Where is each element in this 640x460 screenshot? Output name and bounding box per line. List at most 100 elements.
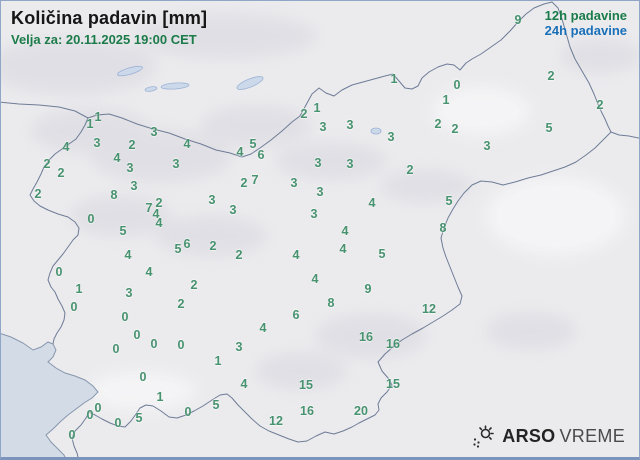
precip-value: 3: [93, 136, 101, 150]
precip-value: 2: [177, 297, 185, 311]
precip-value: 0: [114, 416, 122, 430]
precip-value: 16: [386, 337, 400, 351]
precip-value: 16: [359, 330, 373, 344]
precip-value: 0: [94, 401, 102, 415]
precip-value: 3: [208, 193, 216, 207]
precip-value: 2: [596, 98, 604, 112]
precip-value: 20: [354, 404, 368, 418]
precip-value: 5: [445, 194, 453, 208]
precip-value: 0: [133, 328, 141, 342]
precip-value: 9: [364, 282, 372, 296]
precip-value: 2: [547, 69, 555, 83]
lowland-shading: [86, 86, 626, 411]
precip-value: 4: [341, 224, 349, 238]
precip-value: 3: [130, 179, 138, 193]
precip-value: 3: [172, 157, 180, 171]
precip-value: 5: [135, 411, 143, 425]
precip-value: 1: [156, 390, 164, 404]
precip-value: 4: [311, 272, 319, 286]
precip-value: 12: [422, 302, 436, 316]
precip-value: 4: [292, 248, 300, 262]
brand-vreme: VREME: [559, 425, 625, 446]
precip-value: 4: [236, 145, 244, 159]
precip-value: 3: [150, 125, 158, 139]
precip-value: 2: [240, 176, 248, 190]
precip-value: 0: [177, 338, 185, 352]
precip-value: 5: [378, 247, 386, 261]
precip-value: 9: [514, 13, 522, 27]
precip-value: 0: [87, 212, 95, 226]
precip-value: 6: [257, 148, 265, 162]
precip-value: 4: [155, 216, 163, 230]
precip-value: 3: [346, 157, 354, 171]
precip-value: 8: [439, 221, 447, 235]
precip-value: 7: [145, 201, 153, 215]
precip-value: 0: [453, 78, 461, 92]
precip-value: 8: [110, 188, 118, 202]
precip-value: 2: [34, 187, 42, 201]
precip-value: 3: [126, 161, 134, 175]
precip-value: 0: [112, 342, 120, 356]
precip-value: 4: [124, 248, 132, 262]
precip-value: 2: [128, 138, 136, 152]
precip-value: 0: [150, 337, 158, 351]
precip-value: 1: [86, 117, 94, 131]
legend-24h-link[interactable]: 24h padavine: [544, 23, 627, 38]
terrain-shading: [1, 14, 639, 389]
precip-value: 0: [184, 405, 192, 419]
precip-value: 3: [290, 176, 298, 190]
precip-value: 3: [346, 118, 354, 132]
precip-value: 4: [145, 265, 153, 279]
precip-value: 15: [299, 378, 313, 392]
precip-value: 12: [269, 414, 283, 428]
precip-value: 3: [319, 120, 327, 134]
precip-value: 1: [214, 354, 222, 368]
precip-value: 2: [451, 122, 459, 136]
precip-value: 5: [249, 137, 257, 151]
precip-value: 3: [387, 130, 395, 144]
precip-value: 6: [183, 237, 191, 251]
precip-value: 2: [434, 117, 442, 131]
precip-value: 3: [125, 286, 133, 300]
precip-value: 0: [139, 370, 147, 384]
precip-value: 8: [327, 296, 335, 310]
precip-value: 5: [174, 242, 182, 256]
precip-value: 4: [152, 207, 160, 221]
precip-value: 3: [229, 203, 237, 217]
precip-value: 0: [68, 428, 76, 442]
precip-value: 4: [240, 377, 248, 391]
precip-value: 3: [314, 156, 322, 170]
precip-value: 4: [62, 140, 70, 154]
sun-weather-icon: [473, 425, 495, 448]
precip-value: 1: [313, 101, 321, 115]
legend-12h-link[interactable]: 12h padavine: [544, 8, 627, 23]
precip-value: 0: [70, 300, 78, 314]
precip-value: 1: [75, 282, 83, 296]
precip-value: 2: [235, 248, 243, 262]
precip-value: 4: [259, 321, 267, 335]
precip-value: 2: [406, 163, 414, 177]
precip-value: 4: [113, 151, 121, 165]
precip-value: 1: [442, 93, 450, 107]
precip-value: 3: [483, 139, 491, 153]
precip-value: 0: [55, 265, 63, 279]
duration-legend: 12h padavine 24h padavine: [545, 8, 627, 38]
map-header: Količina padavin [mm] Velja za: 20.11.20…: [11, 8, 207, 47]
precip-value: 3: [310, 207, 318, 221]
precip-value: 3: [235, 340, 243, 354]
precip-value: 6: [292, 308, 300, 322]
precip-value: 2: [57, 166, 65, 180]
precip-value: 15: [386, 377, 400, 391]
precip-value: 0: [121, 310, 129, 324]
page-title: Količina padavin [mm]: [11, 8, 208, 28]
precip-value: 1: [390, 72, 398, 86]
precip-value: 16: [300, 404, 314, 418]
precip-value: 2: [155, 196, 163, 210]
precip-value: 2: [43, 157, 51, 171]
arso-vreme-logo: ARSO VREME: [471, 424, 625, 448]
precip-value: 4: [368, 196, 376, 210]
